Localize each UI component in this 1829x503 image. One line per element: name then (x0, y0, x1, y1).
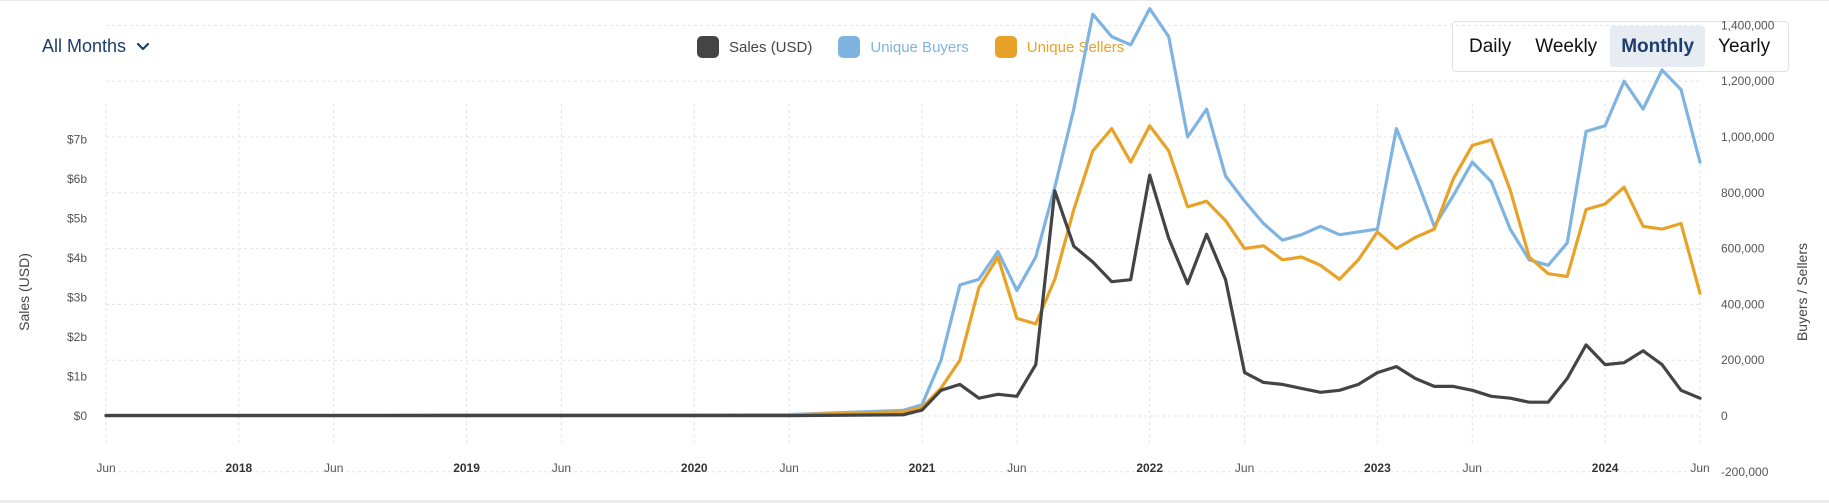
y-right-tick-label: 1,200,000 (1721, 74, 1775, 88)
y-left-tick-label: $0 (74, 409, 88, 423)
period-weekly-button[interactable]: Weekly (1535, 35, 1598, 57)
period-yearly-button[interactable]: Yearly (1718, 35, 1771, 57)
y-left-tick-label: $5b (67, 212, 87, 226)
legend-item-sales[interactable]: Sales (USD) (697, 36, 812, 58)
x-tick-label: Jun (1463, 461, 1482, 475)
y-right-tick-label: 600,000 (1721, 242, 1765, 256)
series-line-unique-buyers (104, 7, 1702, 417)
month-range-label: All Months (42, 36, 127, 56)
x-tick-label: 2022 (1136, 461, 1163, 475)
x-tick-label: Jun (1007, 461, 1026, 475)
x-tick-label: 2019 (453, 461, 480, 475)
y-left-tick-label: $6b (67, 172, 87, 186)
x-tick-label: 2021 (909, 461, 936, 475)
series-line-unique-sellers (104, 124, 1702, 417)
legend-label-unique-buyers: Unique Buyers (870, 38, 969, 56)
x-tick-label: 2024 (1592, 461, 1619, 475)
legend-swatch-unique-buyers (838, 36, 861, 58)
y-right-tick-label: 0 (1721, 409, 1728, 423)
y-right-tick-label: 1,400,000 (1721, 18, 1775, 32)
month-range-dropdown[interactable]: All Months (42, 36, 150, 57)
y-right-axis-title: Buyers / Sellers (1794, 243, 1810, 341)
y-right-tick-label: 400,000 (1721, 297, 1765, 311)
x-tick-label: 2018 (225, 461, 252, 475)
y-left-tick-label: $2b (67, 330, 87, 344)
chart-legend: Sales (USD) Unique Buyers Unique Sellers (697, 36, 1124, 58)
legend-item-unique-sellers[interactable]: Unique Sellers (994, 36, 1125, 58)
x-tick-label: Jun (96, 461, 115, 475)
y-left-tick-label: $4b (67, 251, 87, 265)
y-right-tick-label: -200,000 (1721, 465, 1769, 479)
y-right-tick-label: 800,000 (1721, 186, 1765, 200)
x-tick-label: Jun (324, 461, 343, 475)
y-right-tick-label: 200,000 (1721, 353, 1765, 367)
y-left-tick-label: $7b (67, 133, 87, 147)
period-daily-button[interactable]: Daily (1469, 35, 1512, 57)
y-left-tick-label: $1b (67, 370, 87, 384)
legend-label-sales: Sales (USD) (729, 38, 813, 56)
x-tick-label: 2020 (681, 461, 708, 475)
x-tick-label: 2023 (1364, 461, 1391, 475)
x-tick-label: Jun (552, 461, 571, 475)
chevron-down-icon (136, 42, 150, 50)
period-monthly-button[interactable]: Monthly (1610, 26, 1706, 67)
x-tick-label: Jun (1690, 461, 1709, 475)
y-right-tick-label: 1,000,000 (1721, 130, 1775, 144)
y-left-tick-label: $3b (67, 291, 87, 305)
series-line-sales (104, 173, 1702, 418)
x-tick-label: Jun (779, 461, 798, 475)
y-left-axis-title: Sales (USD) (16, 253, 32, 331)
period-selector: Daily Weekly Monthly Yearly (1452, 21, 1789, 72)
legend-swatch-sales (697, 36, 719, 58)
legend-item-unique-buyers[interactable]: Unique Buyers (838, 36, 969, 58)
legend-label-unique-sellers: Unique Sellers (1026, 38, 1125, 56)
x-tick-label: Jun (1235, 461, 1254, 475)
legend-swatch-unique-sellers (994, 36, 1017, 58)
